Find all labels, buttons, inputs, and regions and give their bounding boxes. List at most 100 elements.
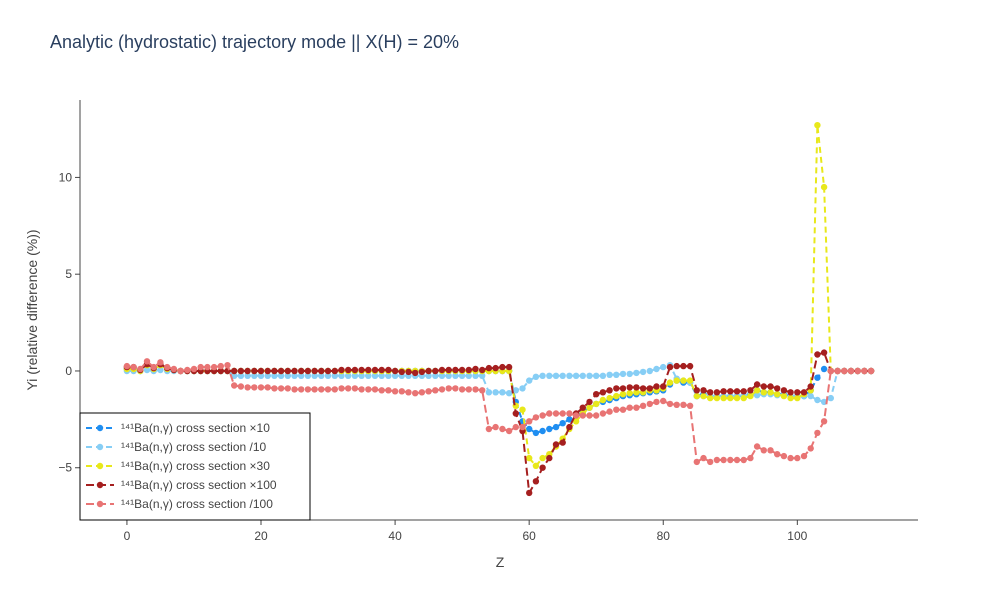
data-point (707, 394, 714, 402)
data-point (271, 385, 278, 392)
data-point (653, 383, 660, 390)
series-line (126, 351, 872, 497)
data-point (452, 366, 459, 374)
data-point (586, 404, 593, 411)
data-point (780, 392, 788, 400)
data-point (264, 372, 271, 379)
data-point (552, 441, 560, 448)
data-point (365, 386, 372, 393)
data-point (378, 366, 385, 374)
data-point (539, 464, 546, 471)
data-point (539, 412, 546, 419)
data-point (244, 384, 251, 391)
data-point (572, 418, 580, 425)
x-tick-label: 20 (254, 529, 268, 543)
data-point (673, 362, 680, 370)
data-point (633, 369, 640, 377)
data-point (867, 367, 875, 375)
data-point (291, 386, 298, 393)
data-point (251, 372, 258, 379)
data-point (794, 389, 801, 396)
data-point (438, 366, 446, 374)
data-point (787, 389, 794, 396)
data-point (318, 367, 325, 375)
data-point (244, 367, 251, 375)
legend-label: ¹⁴¹Ba(n,γ) cross section ×100 (121, 478, 277, 492)
legend-item[interactable]: ¹⁴¹Ba(n,γ) cross section /10 (86, 440, 267, 454)
data-point (532, 462, 540, 469)
data-point (619, 391, 627, 398)
legend-item[interactable]: ¹⁴¹Ba(n,γ) cross section ×100 (86, 478, 277, 492)
data-point (519, 423, 526, 431)
data-point (780, 387, 788, 394)
data-point (231, 372, 238, 379)
x-tick-label: 60 (522, 529, 536, 543)
data-point (331, 372, 338, 379)
series-layer (123, 122, 875, 497)
data-point (680, 362, 687, 370)
data-point (257, 372, 265, 379)
data-point (512, 423, 519, 431)
data-point (753, 381, 761, 388)
data-point (586, 398, 593, 406)
data-point (331, 386, 338, 393)
data-point (572, 372, 580, 379)
data-point (626, 370, 633, 378)
data-point (499, 425, 506, 433)
data-point (606, 394, 613, 402)
data-point (123, 362, 131, 370)
data-point (432, 372, 439, 379)
data-point (539, 372, 546, 379)
y-tick-label: 5 (65, 267, 72, 281)
data-point (512, 410, 519, 417)
legend-swatch-marker (96, 500, 104, 508)
data-point (418, 389, 426, 396)
data-point (391, 372, 399, 379)
legend-item[interactable]: ¹⁴¹Ba(n,γ) cross section ×30 (86, 459, 270, 473)
data-point (371, 386, 379, 393)
data-point (606, 408, 613, 415)
data-point (753, 392, 761, 399)
data-point (405, 368, 412, 376)
data-point (807, 383, 814, 390)
data-point (686, 362, 694, 370)
data-point (633, 384, 640, 391)
data-point (143, 358, 151, 365)
data-point (619, 370, 627, 378)
data-point (452, 372, 459, 379)
data-point (599, 410, 607, 417)
data-point (693, 392, 700, 400)
data-point (499, 389, 506, 396)
legend-item[interactable]: ¹⁴¹Ba(n,γ) cross section ×10 (86, 421, 270, 435)
data-point (378, 372, 385, 379)
data-point (492, 364, 499, 372)
data-point (747, 392, 754, 400)
data-point (526, 377, 533, 384)
data-point (559, 420, 566, 427)
data-point (150, 363, 157, 371)
data-point (814, 374, 821, 381)
data-point (673, 377, 680, 384)
data-point (666, 363, 674, 371)
data-point (740, 456, 747, 464)
data-point (720, 394, 727, 402)
data-point (164, 363, 171, 371)
legend-item[interactable]: ¹⁴¹Ba(n,γ) cross section /100 (86, 497, 273, 511)
data-point (458, 366, 466, 374)
series-line (126, 125, 872, 468)
y-tick-label: 10 (59, 170, 73, 184)
data-point (298, 367, 305, 375)
data-point (680, 401, 687, 408)
data-point (566, 410, 573, 417)
data-point (425, 372, 432, 379)
data-point (800, 452, 808, 460)
data-point (519, 385, 526, 392)
data-point (700, 392, 707, 400)
data-point (197, 363, 204, 371)
data-point (653, 365, 660, 373)
data-point (465, 372, 472, 379)
data-point (807, 445, 814, 452)
data-point (465, 366, 472, 374)
data-point (633, 389, 640, 396)
data-point (767, 383, 774, 390)
